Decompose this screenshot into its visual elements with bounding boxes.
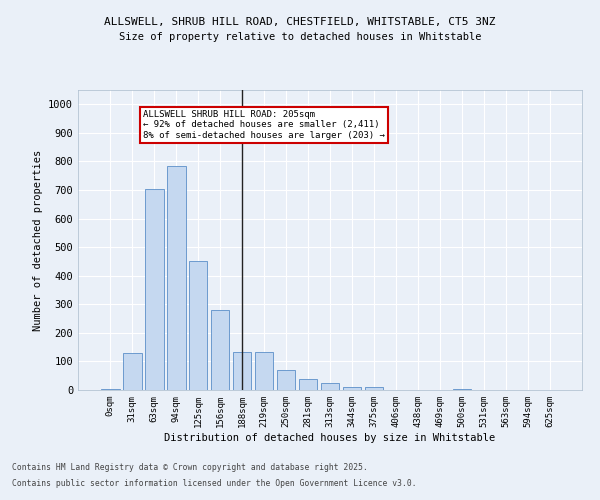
Bar [145, 188, 164, 390]
Text: ALLSWELL SHRUB HILL ROAD: 205sqm
← 92% of detached houses are smaller (2,411)
8%: ALLSWELL SHRUB HILL ROAD: 205sqm ← 92% o… [143, 110, 385, 140]
Bar [343, 387, 361, 390]
X-axis label: Distribution of detached houses by size in Whitstable: Distribution of detached houses by size … [164, 432, 496, 442]
Bar [320, 384, 340, 390]
Bar [255, 352, 274, 390]
Text: ALLSWELL, SHRUB HILL ROAD, CHESTFIELD, WHITSTABLE, CT5 3NZ: ALLSWELL, SHRUB HILL ROAD, CHESTFIELD, W… [104, 18, 496, 28]
Bar [233, 352, 251, 390]
Bar [167, 166, 185, 390]
Bar [211, 310, 229, 390]
Bar [189, 262, 208, 390]
Bar [452, 388, 471, 390]
Bar [299, 378, 317, 390]
Text: Size of property relative to detached houses in Whitstable: Size of property relative to detached ho… [119, 32, 481, 42]
Bar [123, 354, 142, 390]
Y-axis label: Number of detached properties: Number of detached properties [32, 150, 43, 330]
Text: Contains HM Land Registry data © Crown copyright and database right 2025.: Contains HM Land Registry data © Crown c… [12, 464, 368, 472]
Bar [101, 388, 119, 390]
Bar [277, 370, 295, 390]
Text: Contains public sector information licensed under the Open Government Licence v3: Contains public sector information licen… [12, 478, 416, 488]
Bar [365, 387, 383, 390]
